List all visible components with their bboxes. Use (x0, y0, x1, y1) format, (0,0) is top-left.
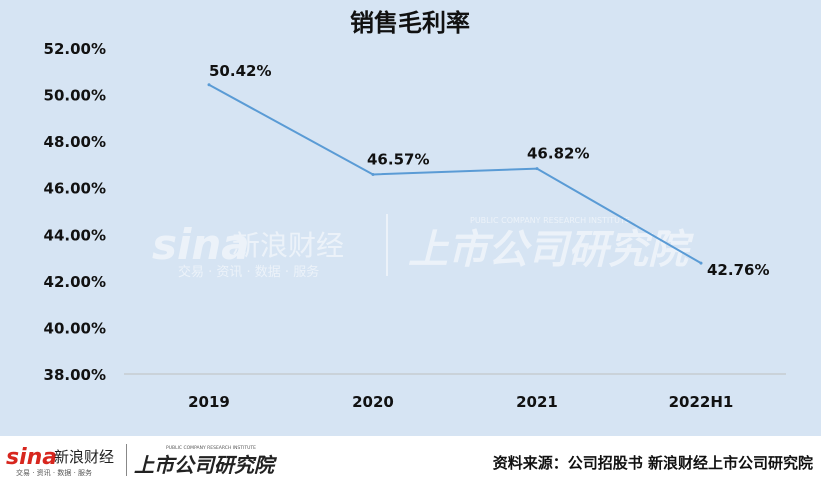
footer-logo-cn-name: 新浪财经 (54, 448, 114, 466)
x-axis: 2019 2020 2021 2022H1 (124, 373, 786, 411)
series-line (208, 83, 702, 265)
y-axis: 52.00% 50.00% 48.00% 46.00% 44.00% 42.00% 40.0… (44, 40, 106, 384)
line-chart: 销售毛利率 sina 新浪财经 交易 · 资讯 · 数据 · 服务 PUBLIC… (44, 9, 786, 411)
watermark-institute-en: PUBLIC COMPANY RESEARCH INSTITUTE (470, 216, 630, 225)
watermark-divider (386, 214, 388, 276)
footer: sina 新浪财经 交易 · 资讯 · 数据 · 服务 PUBLIC COMPA… (0, 436, 821, 484)
source-note: 资料来源：公司招股书 新浪财经上市公司研究院 (492, 454, 813, 472)
y-tick-label: 46.00% (44, 180, 106, 198)
data-point (207, 83, 211, 87)
x-tick-label: 2022H1 (669, 393, 734, 411)
y-tick-label: 38.00% (44, 366, 106, 384)
footer-logo-divider (126, 444, 127, 476)
plot-area: 50.42% 46.57% 46.82% 42.76% (207, 62, 769, 279)
footer-logo-institute: 上市公司研究院 (134, 453, 278, 477)
footer-logo: sina 新浪财经 交易 · 资讯 · 数据 · 服务 PUBLIC COMPA… (6, 444, 278, 477)
data-label: 46.82% (527, 145, 589, 163)
y-tick-label: 50.00% (44, 87, 106, 105)
footer-logo-brand: sina (6, 445, 57, 470)
y-tick-label: 42.00% (44, 273, 106, 291)
watermark: sina 新浪财经 交易 · 资讯 · 数据 · 服务 PUBLIC COMPA… (152, 214, 694, 280)
data-point (371, 172, 375, 176)
x-tick-label: 2019 (188, 393, 230, 411)
data-label: 50.42% (209, 62, 271, 80)
watermark-services: 交易 · 资讯 · 数据 · 服务 (178, 264, 319, 280)
y-tick-label: 52.00% (44, 40, 106, 58)
data-label: 42.76% (707, 261, 769, 279)
watermark-cn-name: 新浪财经 (232, 229, 344, 262)
y-tick-label: 40.00% (44, 319, 106, 337)
x-tick-label: 2021 (516, 393, 558, 411)
watermark-institute: 上市公司研究院 (408, 227, 694, 273)
chart-title: 销售毛利率 (350, 9, 470, 37)
y-tick-label: 48.00% (44, 133, 106, 151)
data-label: 46.57% (367, 150, 429, 168)
footer-logo-institute-en: PUBLIC COMPANY RESEARCH INSTITUTE (166, 445, 256, 451)
footer-logo-services: 交易 · 资讯 · 数据 · 服务 (16, 468, 92, 477)
data-point (535, 167, 539, 171)
data-point (699, 261, 703, 265)
watermark-brand: sina (152, 220, 250, 269)
x-tick-label: 2020 (352, 393, 394, 411)
chart-area: 销售毛利率 sina 新浪财经 交易 · 资讯 · 数据 · 服务 PUBLIC… (0, 0, 821, 436)
y-tick-label: 44.00% (44, 226, 106, 244)
